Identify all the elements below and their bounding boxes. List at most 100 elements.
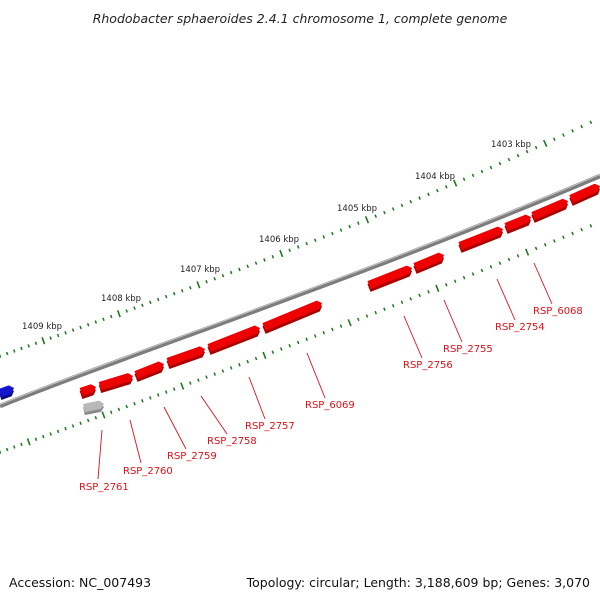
minor-tick	[141, 303, 144, 308]
minor-tick	[418, 196, 421, 200]
minor-tick	[498, 261, 502, 265]
leader-line	[163, 406, 187, 450]
gene-body	[367, 265, 412, 289]
minor-tick	[56, 333, 60, 338]
minor-tick	[562, 133, 565, 137]
minor-tick	[20, 442, 23, 447]
minor-tick	[507, 257, 511, 262]
major-tick	[543, 139, 548, 147]
gene-body	[262, 300, 322, 331]
minor-tick	[543, 242, 547, 247]
minor-tick	[331, 327, 334, 332]
minor-tick	[246, 264, 250, 269]
gene-arrow	[79, 384, 96, 399]
minor-tick	[64, 331, 67, 335]
minor-tick	[109, 410, 113, 414]
minor-tick	[5, 447, 9, 452]
gene-arrow	[367, 265, 412, 292]
minor-tick	[86, 323, 90, 327]
outer-tick-track	[0, 120, 593, 358]
gene-arrow	[262, 300, 322, 334]
gene-label-rsp-2755: RSP_2755	[443, 344, 493, 355]
gene-body	[0, 385, 14, 397]
minor-tick	[279, 347, 283, 351]
minor-tick	[164, 294, 168, 299]
minor-tick	[213, 372, 216, 376]
gene-body	[458, 226, 503, 250]
gene-body	[134, 361, 164, 379]
minor-tick	[534, 246, 538, 251]
minor-tick	[453, 279, 457, 283]
major-tick	[524, 248, 530, 256]
minor-tick	[49, 432, 52, 436]
minor-tick	[409, 199, 413, 204]
kbp-label: 1406 kbp	[259, 235, 299, 245]
gene-arrow	[98, 373, 133, 394]
gene-arrow	[207, 325, 260, 355]
minor-tick	[49, 336, 52, 340]
major-tick	[116, 310, 121, 318]
kbp-label: 1408 kbp	[101, 294, 141, 304]
gene-label-rsp-6068: RSP_6068	[533, 306, 583, 317]
minor-tick	[462, 177, 466, 182]
major-tick	[262, 351, 267, 360]
minor-tick	[34, 437, 38, 441]
minor-tick	[0, 450, 2, 454]
minor-tick	[271, 254, 275, 259]
minor-tick	[489, 165, 493, 170]
minor-tick	[305, 337, 308, 342]
minor-tick	[205, 375, 208, 379]
minor-tick	[480, 169, 484, 174]
minor-tick	[589, 120, 593, 125]
leader-line	[248, 376, 266, 420]
leader-line	[200, 395, 228, 435]
minor-tick	[94, 416, 98, 420]
minor-tick	[553, 239, 556, 243]
map-title: Rhodobacter sphaeroides 2.4.1 chromosome…	[93, 11, 508, 26]
leader-line	[306, 352, 326, 399]
gene-label-rsp-2760: RSP_2760	[123, 466, 173, 477]
minor-tick	[71, 424, 75, 428]
minor-tick	[79, 325, 82, 330]
minor-tick	[580, 124, 584, 129]
major-tick	[26, 438, 31, 446]
minor-tick	[271, 350, 275, 354]
minor-tick	[383, 307, 386, 311]
gene-body	[83, 400, 104, 413]
gene-body	[413, 252, 444, 271]
minor-tick	[133, 401, 136, 406]
gene-track	[0, 183, 600, 416]
minor-tick	[238, 267, 241, 272]
leader-line	[97, 429, 103, 480]
minor-tick	[156, 393, 160, 397]
gene-labels: RSP_6068 RSP_2754 RSP_2755 RSP_2756 RSP_…	[79, 306, 583, 493]
minor-tick	[534, 145, 538, 150]
minor-tick	[141, 399, 144, 403]
minor-tick	[172, 291, 176, 296]
gene-label-rsp-2754: RSP_2754	[495, 322, 545, 333]
minor-tick	[471, 173, 475, 178]
minor-tick	[427, 290, 430, 294]
major-tick	[452, 179, 458, 187]
gene-arrow	[134, 361, 164, 382]
minor-tick	[489, 265, 493, 269]
minor-tick	[13, 349, 16, 353]
gene-arrow-gray	[83, 400, 104, 416]
kbp-label: 1407 kbp	[180, 265, 220, 275]
minor-tick	[27, 344, 30, 348]
gene-body	[79, 384, 96, 396]
gene-body	[569, 183, 600, 203]
minor-tick	[221, 369, 225, 373]
minor-tick	[516, 254, 520, 258]
accession-text: Accession: NC_007493	[9, 575, 151, 590]
chromosome-backbone	[0, 173, 600, 409]
gene-arrow	[458, 226, 503, 253]
gene-leader-lines	[97, 262, 553, 480]
gene-label-rsp-6069: RSP_6069	[305, 400, 355, 411]
minor-tick	[34, 341, 38, 346]
minor-tick	[436, 188, 439, 193]
minor-tick	[125, 309, 128, 313]
leader-line	[533, 262, 553, 305]
minor-tick	[322, 235, 326, 239]
